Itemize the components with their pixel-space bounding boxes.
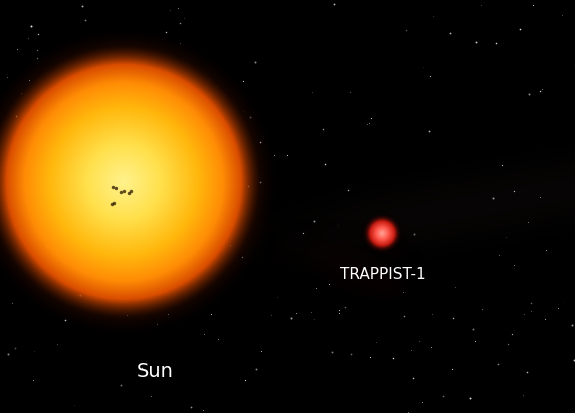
Text: TRAPPIST-1: TRAPPIST-1	[340, 267, 425, 282]
Text: Sun: Sun	[137, 362, 174, 381]
